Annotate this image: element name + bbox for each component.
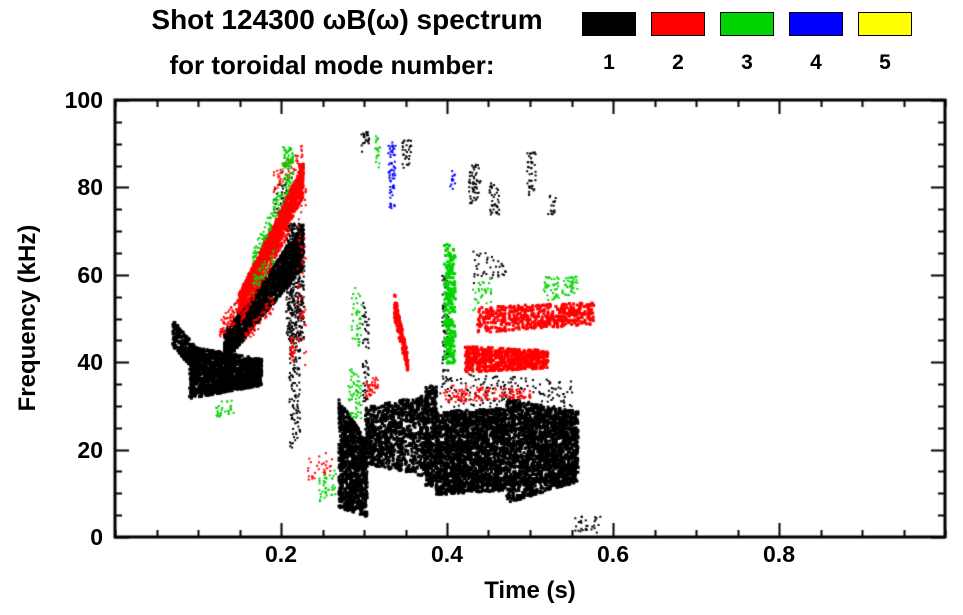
y-tick-label-80: 80 <box>77 174 103 201</box>
x-tick-label-0.8: 0.8 <box>763 541 795 567</box>
legend-swatch-n5 <box>858 12 912 36</box>
y-tick-label-0: 0 <box>90 524 103 550</box>
x-tick-label-0.6: 0.6 <box>597 541 629 567</box>
y-tick-label-40: 40 <box>77 349 103 376</box>
legend-label-n4: 4 <box>810 51 822 74</box>
legend-label-n2: 2 <box>672 51 684 74</box>
legend-swatch-n2 <box>651 12 705 36</box>
page-title: Shot 124300 ωB(ω) spectrum <box>151 4 543 35</box>
legend-label-n3: 3 <box>741 51 753 74</box>
y-tick-label-20: 20 <box>77 436 103 463</box>
x-tick-label-0.2: 0.2 <box>265 541 297 567</box>
legend-label-n1: 1 <box>603 51 615 74</box>
y-tick-label-100: 100 <box>64 87 103 113</box>
legend-swatch-n4 <box>789 12 843 36</box>
x-axis-label: Time (s) <box>484 577 576 604</box>
legend-swatch-n1 <box>582 12 636 36</box>
y-axis-label: Frequency (kHz) <box>14 224 41 412</box>
page-subtitle: for toroidal mode number: <box>169 50 495 80</box>
y-tick-label-60: 60 <box>77 261 103 288</box>
x-tick-label-0.4: 0.4 <box>431 541 463 567</box>
legend-label-n5: 5 <box>879 51 891 74</box>
mode-number-legend: 1 2 3 4 5 <box>582 12 912 74</box>
legend-swatch-n3 <box>720 12 774 36</box>
